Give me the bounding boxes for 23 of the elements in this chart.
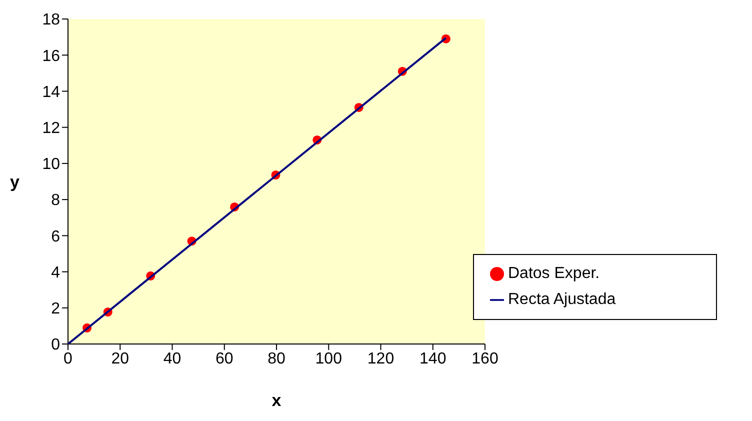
legend-label: Recta Ajustada <box>508 291 616 308</box>
x-tick-label: 60 <box>215 350 234 368</box>
y-tick-label: 2 <box>51 300 60 318</box>
y-tick-label: 10 <box>42 156 60 174</box>
y-tick-label: 14 <box>42 84 60 101</box>
y-tick-label: 18 <box>42 12 60 29</box>
y-tick-label: 12 <box>42 120 60 138</box>
x-tick-label: 40 <box>163 350 182 368</box>
y-tick-label: 6 <box>51 228 60 246</box>
x-tick-label: 20 <box>111 350 130 368</box>
y-tick-label: 8 <box>51 192 60 210</box>
x-axis-title: x <box>272 391 282 410</box>
y-tick-label: 4 <box>51 264 60 282</box>
y-axis-title: y <box>10 172 20 192</box>
legend-label: Datos Exper. <box>508 265 600 282</box>
x-tick-label: 0 <box>64 350 73 368</box>
x-tick-label: 100 <box>315 350 342 368</box>
x-tick-label: 160 <box>472 350 498 368</box>
y-tick-label: 0 <box>51 336 60 354</box>
x-tick-label: 80 <box>268 350 286 368</box>
x-tick-label: 140 <box>420 350 446 368</box>
y-tick-label: 16 <box>42 48 60 65</box>
x-tick-label: 120 <box>367 350 394 368</box>
